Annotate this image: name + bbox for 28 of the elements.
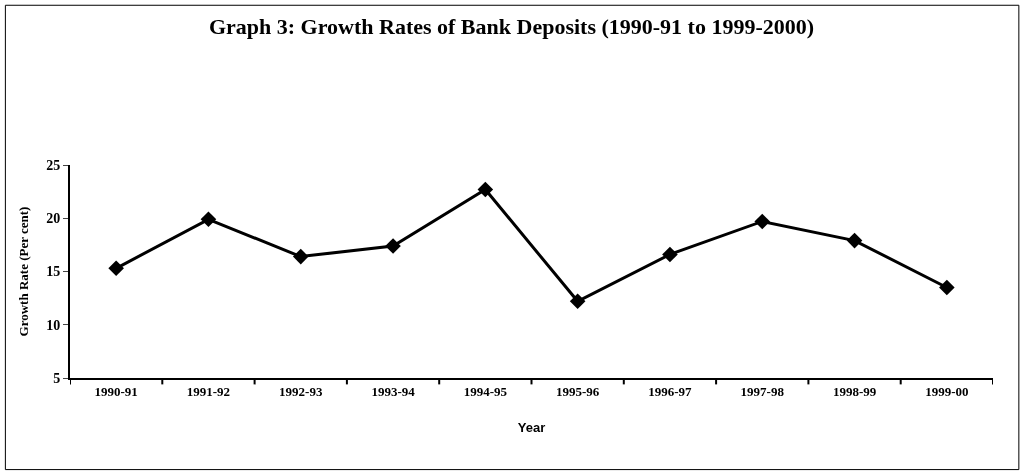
point bbox=[200, 211, 217, 228]
y-tick-label: 25 bbox=[46, 157, 61, 173]
x-tick-label: 1991-92 bbox=[186, 383, 231, 399]
x-tick-label: 1998-99 bbox=[832, 383, 877, 399]
x-tick-label: 1995-96 bbox=[555, 383, 600, 399]
y-tick-label: 15 bbox=[46, 264, 61, 280]
point bbox=[939, 279, 955, 296]
x-tick-label: 1993-94 bbox=[371, 383, 416, 399]
y-axis-title: Growth Rate (Per cent) bbox=[15, 206, 31, 337]
x-tick-label: 1992-93 bbox=[279, 383, 323, 399]
x-tick-label: 1996-97 bbox=[648, 383, 693, 399]
point bbox=[385, 238, 401, 254]
x-tick-label: 1999-00 bbox=[925, 383, 969, 399]
y-tick-label: 20 bbox=[46, 211, 61, 227]
point bbox=[292, 248, 309, 265]
point bbox=[477, 181, 494, 198]
y-tick-label: 10 bbox=[46, 317, 61, 333]
point bbox=[846, 232, 863, 249]
point bbox=[108, 260, 124, 277]
x-tick-label: 1997-98 bbox=[740, 383, 785, 399]
point bbox=[662, 246, 678, 263]
x-tick-label: 1990-91 bbox=[94, 383, 138, 399]
point bbox=[569, 293, 586, 310]
chart-title: Graph 3: Growth Rates of Bank Deposits (1990-91 to 1999-2000) bbox=[208, 14, 815, 40]
x-tick-label: 1994-95 bbox=[463, 383, 508, 399]
point bbox=[754, 213, 771, 230]
x-axis-title: Year bbox=[517, 419, 546, 435]
y-tick-label: 5 bbox=[53, 370, 61, 386]
